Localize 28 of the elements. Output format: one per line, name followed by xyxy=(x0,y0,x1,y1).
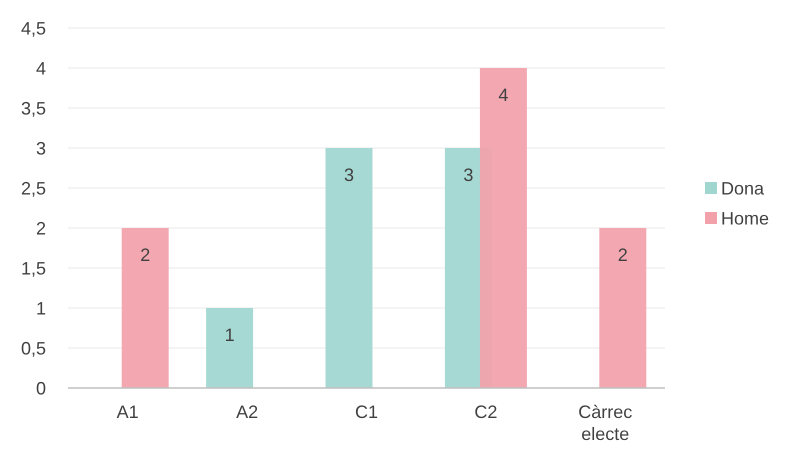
bar xyxy=(122,228,169,388)
data-label: 2 xyxy=(140,245,150,265)
x-tick-label: A2 xyxy=(236,402,258,422)
y-tick-label: 3 xyxy=(36,138,46,158)
x-tick-label: Càrrec electe xyxy=(578,402,632,444)
bar xyxy=(206,308,254,388)
y-tick-label: 4,5 xyxy=(20,18,46,38)
data-label: 1 xyxy=(224,325,235,345)
y-tick-label: 3,5 xyxy=(20,98,46,118)
y-tick-label: 4 xyxy=(36,58,46,78)
y-tick-label: 0,5 xyxy=(20,338,46,358)
y-tick-label: 2,5 xyxy=(20,178,46,198)
x-tick-label: A1 xyxy=(116,402,139,422)
y-tick-label: 0 xyxy=(36,378,46,398)
data-label: 2 xyxy=(618,245,628,265)
legend-label: Dona xyxy=(721,178,766,198)
y-tick-label: 1 xyxy=(36,298,46,318)
data-label: 4 xyxy=(498,85,508,105)
bar xyxy=(326,148,372,388)
y-tick-label: 1,5 xyxy=(20,258,46,278)
data-label: 3 xyxy=(344,165,354,185)
data-label: 3 xyxy=(463,165,474,185)
legend-label: Home xyxy=(721,208,770,228)
bar xyxy=(599,228,646,388)
bar xyxy=(480,68,527,388)
x-tick-label: C2 xyxy=(474,402,498,422)
y-tick-label: 2 xyxy=(36,218,46,238)
x-tick-label: C1 xyxy=(354,402,378,422)
